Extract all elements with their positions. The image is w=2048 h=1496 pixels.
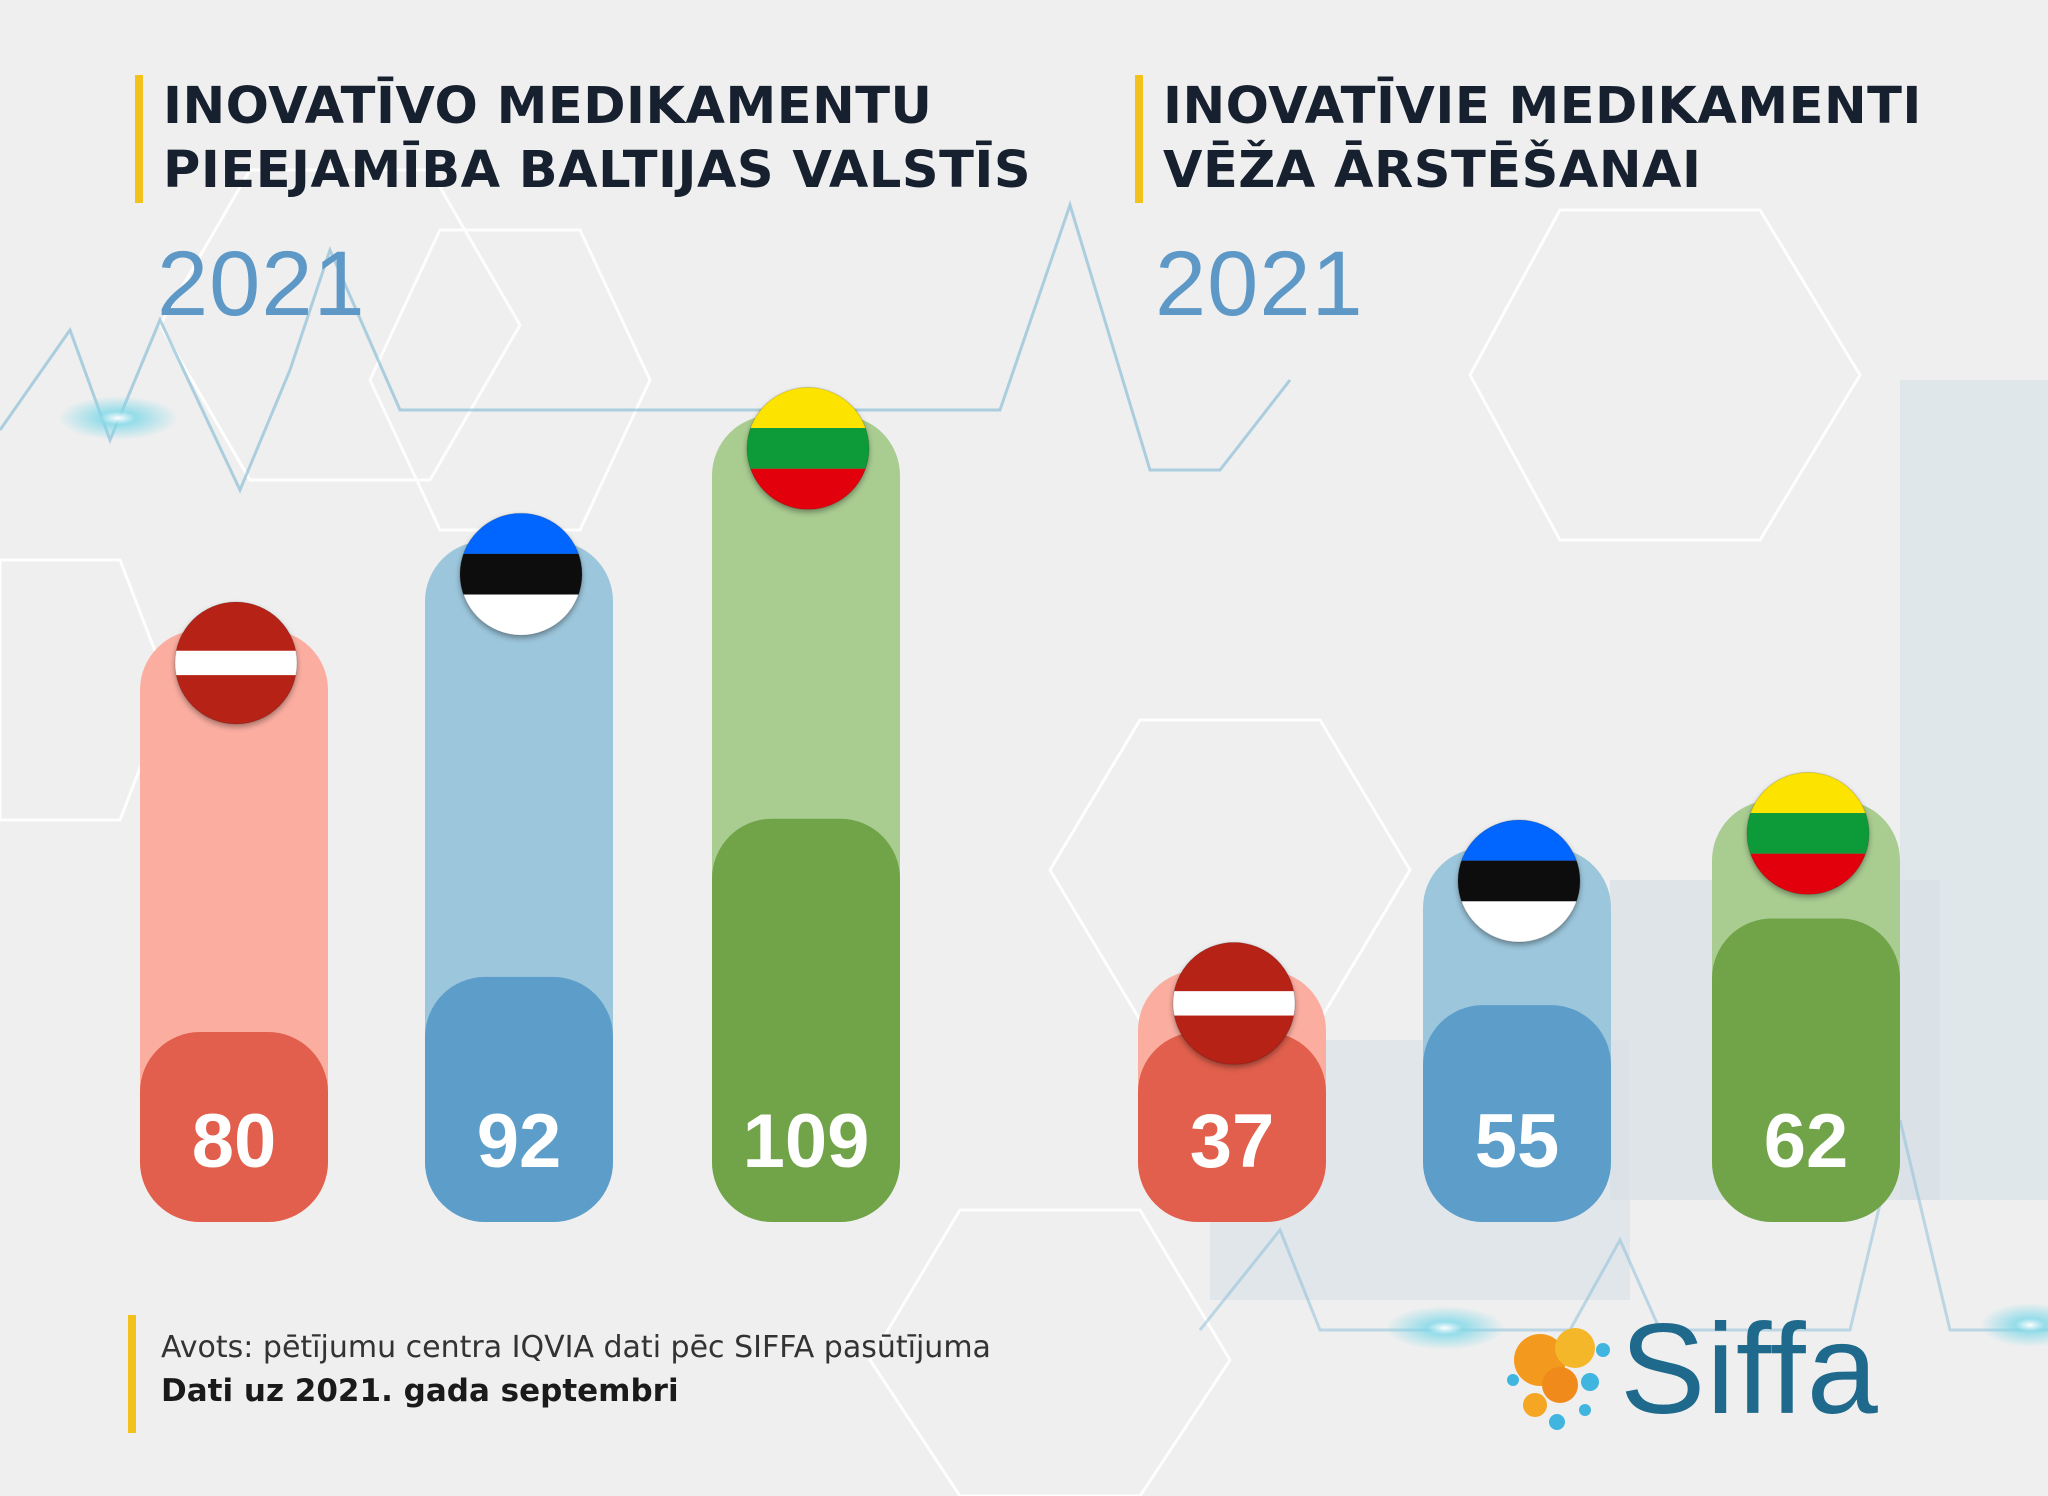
chart-2-heading: INOVATĪVIE MEDIKAMENTI VĒŽA ĀRSTĒŠANAI	[1135, 75, 1922, 203]
molecule-dots-icon	[1507, 1328, 1610, 1430]
chart-1-title: INOVATĪVO MEDIKAMENTU PIEEJAMĪBA BALTIJA…	[163, 77, 1032, 200]
chart-2-year: 2021	[1155, 233, 1364, 335]
source-note: Avots: pētījumu centra IQVIA dati pēc SI…	[128, 1315, 991, 1433]
bar-1	[425, 976, 613, 1222]
lithuania-flag-icon	[1746, 771, 1870, 895]
bar-1	[1423, 1005, 1611, 1222]
value-label-0: 80	[192, 1099, 277, 1184]
value-label-0: 37	[1190, 1099, 1275, 1184]
value-label-2: 109	[743, 1099, 870, 1184]
chart-2-title: INOVATĪVIE MEDIKAMENTI VĒŽA ĀRSTĒŠANAI	[1163, 77, 1922, 200]
date-text: Dati uz 2021. gada septembri	[161, 1373, 679, 1409]
siffa-logo: Siffa	[1495, 1298, 1915, 1441]
value-label-1: 92	[477, 1099, 562, 1184]
estonia-flag-icon	[1457, 819, 1581, 943]
logo-text: Siffa	[1620, 1298, 1879, 1441]
source-text: Avots: pētījumu centra IQVIA dati pēc SI…	[161, 1330, 991, 1365]
chart-1-year: 2021	[157, 233, 366, 335]
bar-2	[1712, 918, 1900, 1222]
value-label-2: 62	[1764, 1099, 1849, 1184]
bar-0	[140, 1032, 328, 1222]
bar-2	[712, 818, 900, 1222]
chart-1-heading: INOVATĪVO MEDIKAMENTU PIEEJAMĪBA BALTIJA…	[135, 75, 1031, 203]
bar-0	[1138, 1032, 1326, 1222]
latvia-flag-icon	[1172, 941, 1296, 1065]
value-label-1: 55	[1475, 1099, 1560, 1184]
